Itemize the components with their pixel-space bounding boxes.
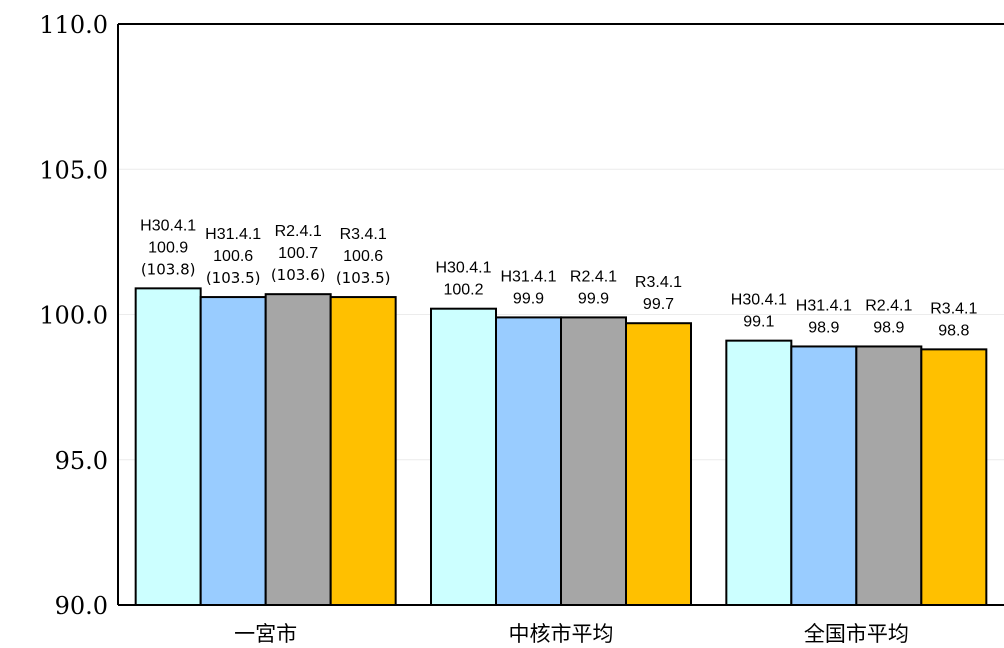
bar [264, 293, 332, 606]
bar-value-label: 100.2 [443, 282, 483, 299]
bar [625, 322, 692, 606]
bar-series-label: H31.4.1 [796, 297, 852, 314]
y-axis-ticks: 90.0 95.0 100.0 105.0 110.0 [39, 11, 108, 620]
bar-series-label: R2.4.1 [865, 297, 912, 314]
bar-secondary-label: (103.5) [336, 269, 391, 287]
x-tick-label: 中核市平均 [509, 622, 614, 646]
y-tick-label: 110.0 [39, 11, 108, 39]
axes [117, 23, 1004, 606]
bar-series-label: H31.4.1 [205, 226, 261, 243]
y-tick-label: 95.0 [55, 447, 108, 475]
bar-series-label: H30.4.1 [435, 260, 491, 277]
bar-secondary-label: (103.6) [271, 266, 326, 284]
bar-value-label: 99.9 [578, 290, 609, 307]
bar-value-label: 99.7 [643, 296, 674, 313]
bar-series-label: R3.4.1 [930, 300, 977, 317]
data-labels: H30.4.1 100.9 (103.8) H31.4.1 100.6 (103.5) R2… [140, 217, 977, 339]
bar [199, 296, 267, 606]
y-tick-label: 100.0 [39, 302, 108, 330]
bar [725, 339, 793, 606]
bar-value-label: 99.1 [743, 314, 774, 331]
bar [855, 345, 923, 606]
bar-series-label: H30.4.1 [140, 217, 196, 234]
bar-series-label: H30.4.1 [731, 292, 787, 309]
bar-series-label: H31.4.1 [500, 268, 556, 285]
bar-value-label: 100.6 [213, 248, 253, 265]
x-axis-ticks: 一宮市 中核市平均 全国市平均 [234, 622, 909, 646]
bar [560, 316, 627, 606]
y-tick-label: 90.0 [55, 592, 108, 620]
bar-value-label: 100.7 [278, 245, 318, 262]
bar-value-label: 98.9 [808, 319, 839, 336]
bar-series-label: R2.4.1 [275, 223, 322, 240]
bar [329, 296, 397, 606]
bar-value-label: 98.9 [873, 319, 904, 336]
x-tick-label: 一宮市 [234, 622, 297, 646]
bar-series-label: R3.4.1 [635, 274, 682, 291]
bar [495, 316, 562, 606]
bar [430, 307, 497, 606]
bar-value-label: 99.9 [513, 290, 544, 307]
bar-value-label: 100.9 [148, 239, 188, 256]
x-tick-label: 全国市平均 [804, 622, 909, 646]
bar-secondary-label: (103.5) [206, 269, 261, 287]
bar [790, 345, 858, 606]
bar [134, 287, 202, 606]
y-tick-label: 105.0 [39, 156, 108, 184]
bar-series-label: R3.4.1 [340, 226, 387, 243]
bar-secondary-label: (103.8) [141, 260, 196, 278]
bar-value-label: 98.8 [938, 322, 969, 339]
bar-value-label: 100.6 [343, 248, 383, 265]
bars [134, 287, 988, 606]
bar [920, 348, 988, 606]
bar-series-label: R2.4.1 [570, 268, 617, 285]
